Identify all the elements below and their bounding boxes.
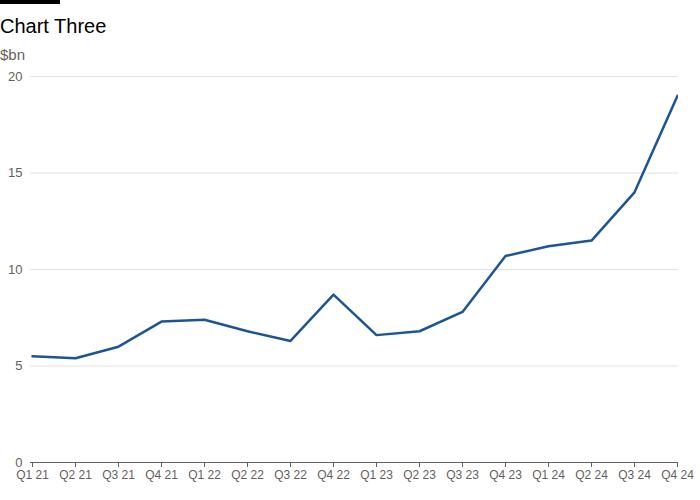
svg-text:Q1 23: Q1 23 — [360, 468, 393, 482]
html-text:$bn: $bn — [0, 46, 25, 63]
svg-text:Q3 22: Q3 22 — [274, 468, 307, 482]
svg-text:Q2 21: Q2 21 — [59, 468, 92, 482]
svg-text:Q3 23: Q3 23 — [446, 468, 479, 482]
svg-text:5: 5 — [15, 358, 22, 373]
svg-text:Q3 24: Q3 24 — [618, 468, 651, 482]
svg-text:Q2 23: Q2 23 — [403, 468, 436, 482]
svg-text:Q3 21: Q3 21 — [102, 468, 135, 482]
svg-text:Q4 23: Q4 23 — [489, 468, 522, 482]
svg-text:Q1 24: Q1 24 — [532, 468, 565, 482]
svg-text:Q4 22: Q4 22 — [317, 468, 350, 482]
svg-text:Q1 22: Q1 22 — [188, 468, 221, 482]
svg-text:Q2 22: Q2 22 — [231, 468, 264, 482]
svg-text:0: 0 — [15, 454, 23, 470]
svg-text:10: 10 — [8, 262, 22, 277]
svg-text:20: 20 — [8, 69, 22, 84]
html-text:Chart Three: Chart Three — [0, 15, 107, 37]
svg-text:Q4 21: Q4 21 — [145, 468, 178, 482]
svg-text:Q1 21: Q1 21 — [16, 468, 49, 482]
svg-text:Q2 24: Q2 24 — [575, 468, 608, 482]
svg-text:Q4 24: Q4 24 — [661, 468, 694, 482]
svg-text:15: 15 — [8, 165, 22, 180]
